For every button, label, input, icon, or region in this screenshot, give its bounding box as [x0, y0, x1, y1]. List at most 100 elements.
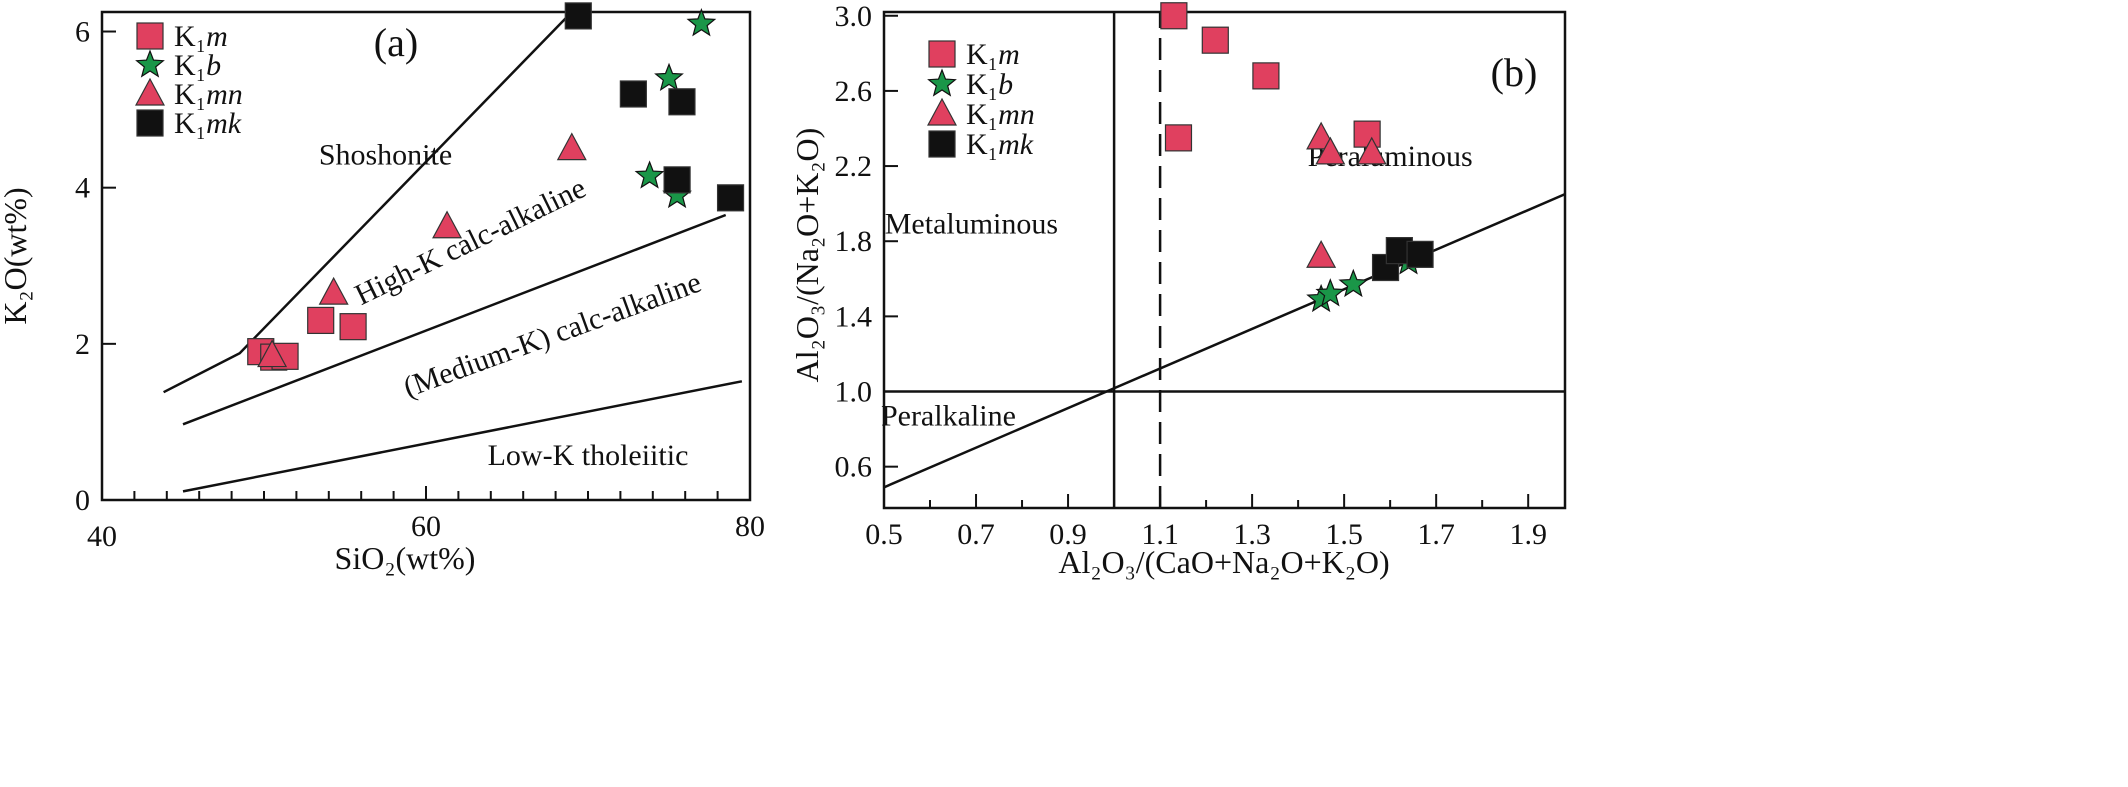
x-tick-label: 1.3 — [1233, 518, 1271, 551]
data-point-star — [1315, 278, 1346, 307]
data-point-triangle — [1315, 136, 1346, 165]
legend-marker — [136, 22, 164, 50]
legend-label-main: K₁ — [966, 128, 998, 161]
y-tick-label: 6 — [75, 16, 90, 49]
y-tick-label: 2 — [75, 328, 90, 361]
x-tick-label: 0.7 — [957, 518, 995, 551]
data-point-square — [1406, 240, 1434, 268]
legend-label: K₁m — [174, 20, 228, 53]
panel-label: (b) — [1491, 50, 1538, 95]
axis-ticks: 0.5 0.7 0.9 1.1 1.3 1.5 1.7 1.9 0.6 1.0 1.4 1.8 2.2 2… — [835, 0, 1547, 551]
data-point-triangle — [318, 276, 349, 305]
y-tick-label: 0 — [75, 484, 90, 517]
data-point-square — [1201, 26, 1229, 54]
x-tick-label: 0.5 — [865, 518, 903, 551]
data-point-square — [1160, 2, 1188, 30]
data-point-square — [716, 184, 745, 212]
data-point-square — [307, 306, 335, 335]
data-point-triangle — [257, 339, 288, 368]
legend-label-main: K₁ — [174, 107, 206, 140]
y-tick-label: 0.6 — [835, 451, 873, 484]
legend-label: K₁b — [966, 68, 1013, 101]
series-K1b — [634, 8, 717, 209]
y-tick-label: 1.8 — [835, 225, 873, 258]
axis-ticks: 40 60 80 0 2 4 6 — [75, 16, 765, 553]
x-axis-title: SiO₂(wt%) — [335, 540, 476, 576]
data-point-star — [1338, 268, 1369, 298]
legend-label-italic: b — [206, 49, 221, 82]
y-tick-label: 4 — [75, 172, 90, 205]
series-K1mn — [1306, 121, 1387, 268]
legend-label-main: K₁ — [966, 68, 998, 101]
legend-label-italic: mn — [206, 78, 243, 111]
legend-label-italic: m — [206, 20, 228, 53]
data-point-star — [686, 8, 717, 37]
boundary-lines — [884, 12, 1565, 508]
x-tick-label: 0.9 — [1049, 518, 1087, 551]
boundary-line — [182, 213, 727, 426]
data-point-triangle — [556, 132, 587, 161]
chart-panel-a: 40 60 80 0 2 4 6 SiO₂(wt%) K₂O(wt%) (a) Shoshonite… — [0, 2, 765, 576]
legend-label-main: K₁ — [966, 98, 998, 131]
data-point-square — [1353, 120, 1381, 148]
legend-label: K₁mk — [966, 128, 1034, 161]
data-point-square — [619, 80, 647, 108]
x-tick-label: 60 — [411, 510, 441, 543]
legend-label: K₁mn — [966, 98, 1035, 131]
y-tick-label: 1.0 — [835, 376, 873, 409]
legend-marker — [135, 49, 165, 78]
data-point-square — [668, 88, 696, 116]
legend-label-italic: m — [998, 38, 1020, 71]
boundary-line — [182, 380, 743, 493]
panel-label: (a) — [374, 20, 418, 65]
y-axis-title: Al₂O₃/(Na₂O+K₂O) — [789, 128, 825, 383]
region-label: Metaluminous — [885, 208, 1058, 241]
legend-label: K₁b — [174, 49, 221, 82]
boundary-line — [884, 193, 1565, 489]
data-point-square — [339, 313, 367, 341]
region-label: Shoshonite — [319, 138, 452, 171]
legend-marker — [136, 109, 164, 137]
region-label: (Medium-K) calc-alkaline — [399, 266, 705, 404]
y-tick-label: 2.2 — [835, 150, 873, 183]
series-K1mn — [257, 132, 587, 368]
y-axis-title: K₂O(wt%) — [0, 187, 33, 324]
legend-marker — [926, 97, 958, 126]
legend-label-italic: mk — [206, 107, 242, 140]
series-K1mk — [1371, 237, 1434, 282]
legend-label-italic: mk — [998, 128, 1034, 161]
region-label: Peralkaline — [881, 399, 1016, 432]
series-K1m — [1160, 2, 1381, 152]
boundary-line — [163, 12, 573, 394]
x-axis-title: Al₂O₃/(CaO+Na₂O+K₂O) — [1058, 544, 1389, 580]
legend-label: K₁m — [966, 38, 1020, 71]
plot-frame — [882, 10, 1567, 510]
data-point-triangle — [1356, 136, 1387, 165]
data-point-square — [1252, 62, 1280, 90]
chart-panel-b: 0.5 0.7 0.9 1.1 1.3 1.5 1.7 1.9 0.6 1.0 1.4 1.8 2.2 2… — [789, 0, 1567, 580]
legend-label-italic: b — [998, 68, 1013, 101]
legend-label-main: K₁ — [174, 20, 206, 53]
legend-marker — [134, 77, 166, 106]
x-tick-label: 1.5 — [1325, 518, 1363, 551]
data-point-square — [663, 166, 691, 194]
legend-label-italic: mn — [998, 98, 1035, 131]
boundary-lines — [163, 12, 743, 493]
legend-marker — [928, 130, 956, 158]
x-tick-label: 1.7 — [1417, 518, 1455, 551]
legend-label-main: K₁ — [174, 49, 206, 82]
y-tick-label: 1.4 — [835, 300, 873, 333]
x-tick-label: 40 — [87, 520, 117, 553]
data-point-square — [564, 2, 592, 30]
data-point-triangle — [1306, 239, 1337, 268]
legend-marker — [927, 68, 957, 97]
data-point-square — [1164, 124, 1193, 152]
data-point-star — [654, 62, 684, 92]
x-tick-label: 80 — [735, 510, 765, 543]
x-tick-label: 1.1 — [1141, 518, 1179, 551]
region-label: Low-K tholeiitic — [488, 439, 689, 472]
legend-label: K₁mk — [174, 107, 242, 140]
